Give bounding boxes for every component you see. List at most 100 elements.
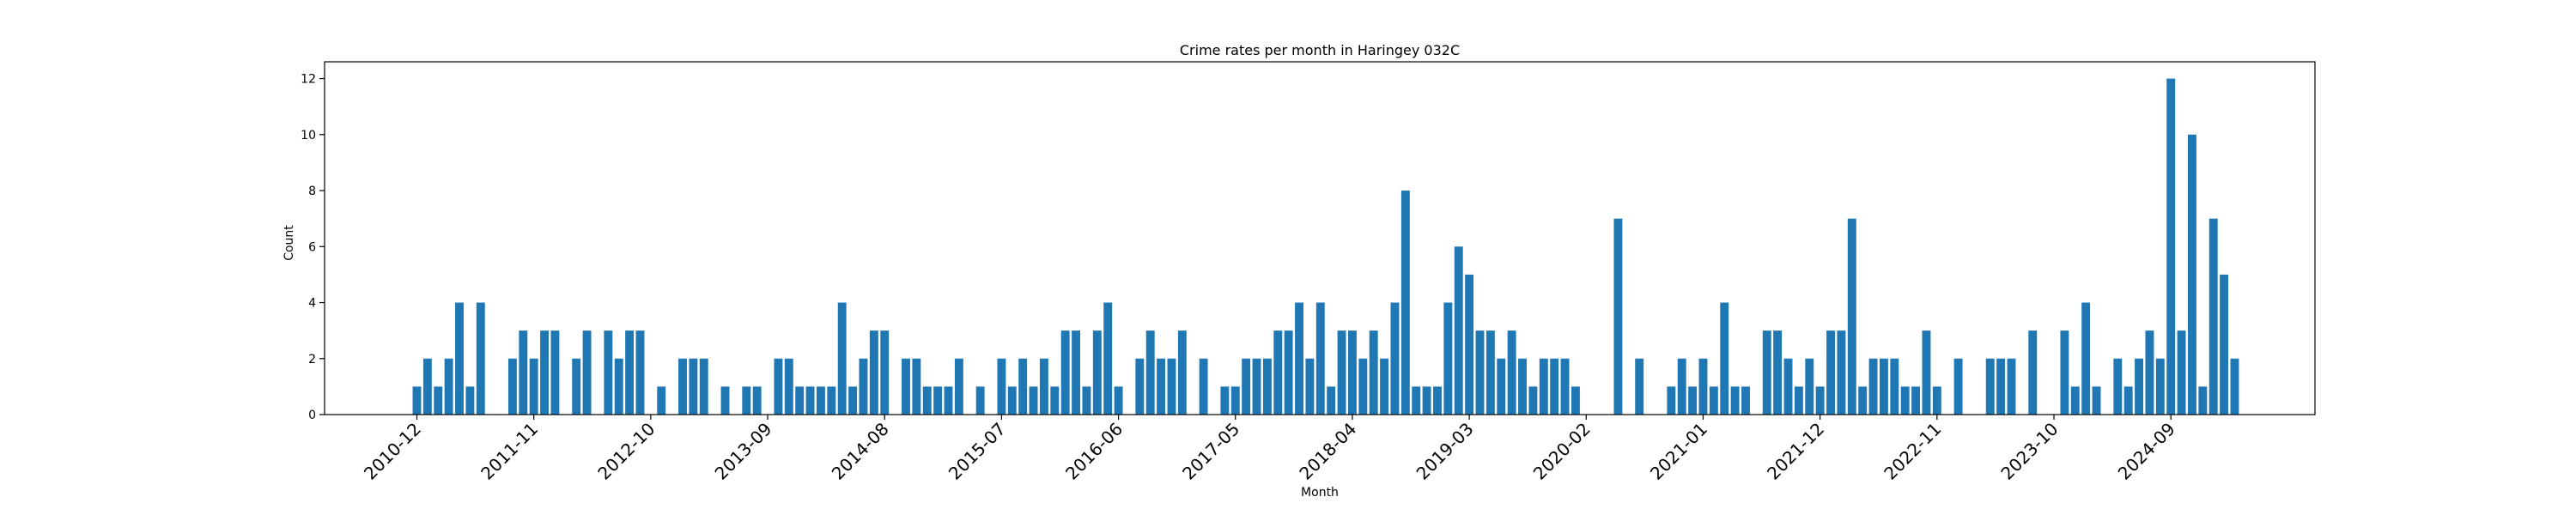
- bar: [2220, 274, 2229, 415]
- y-tick-label: 8: [308, 185, 316, 198]
- bar: [1380, 358, 1389, 415]
- bar: [1985, 358, 1995, 415]
- bar: [1050, 386, 1060, 415]
- bar: [752, 386, 762, 415]
- y-tick-label: 0: [308, 409, 316, 422]
- x-axis-label: Month: [1301, 486, 1339, 500]
- bar: [1794, 386, 1803, 415]
- bar: [1730, 386, 1740, 415]
- bar: [1922, 330, 1931, 415]
- bar: [519, 330, 528, 415]
- bar: [880, 330, 890, 415]
- bar: [1507, 330, 1516, 415]
- bar: [1167, 358, 1176, 415]
- bar: [859, 358, 868, 415]
- bar: [1327, 386, 1336, 415]
- y-axis: 0 2 4 6 8 10 12: [301, 73, 325, 422]
- bar: [1060, 330, 1070, 415]
- y-axis-label: Count: [283, 225, 296, 261]
- bar: [805, 386, 815, 415]
- bar: [1497, 358, 1506, 415]
- bar: [604, 330, 613, 415]
- bar: [1305, 358, 1315, 415]
- bar: [837, 302, 847, 415]
- bar: [1422, 386, 1431, 415]
- bar: [1518, 358, 1527, 415]
- bar: [1454, 246, 1463, 415]
- bar: [1199, 358, 1208, 415]
- bar: [1879, 358, 1888, 415]
- bar: [784, 358, 793, 415]
- bar: [412, 386, 422, 415]
- bar: [1412, 386, 1421, 415]
- bar: [795, 386, 805, 415]
- bar: [540, 330, 550, 415]
- bar: [1911, 386, 1921, 415]
- x-tick-label: 2018-04: [1295, 419, 1360, 484]
- bar: [954, 358, 963, 415]
- bar: [572, 358, 581, 415]
- bar: [1709, 386, 1718, 415]
- bar: [1337, 330, 1346, 415]
- bar: [2155, 358, 2165, 415]
- bar: [975, 386, 985, 415]
- bar: [2028, 330, 2038, 415]
- bar: [1635, 358, 1644, 415]
- bar: [933, 386, 943, 415]
- bar: [1741, 386, 1750, 415]
- bar: [1667, 386, 1676, 415]
- bar: [742, 386, 751, 415]
- bar: [816, 386, 825, 415]
- x-axis: 2010-12 2011-11 2012-10 2013-09 2014-08 2015-…: [360, 415, 2179, 484]
- x-tick-label: 2021-12: [1763, 419, 1828, 484]
- bar: [2123, 386, 2133, 415]
- bar: [2198, 386, 2208, 415]
- bar: [1677, 358, 1686, 415]
- x-tick-label: 2024-09: [2114, 419, 2179, 484]
- bar: [1858, 386, 1868, 415]
- bar: [1847, 218, 1856, 415]
- bar: [614, 358, 623, 415]
- bar: [1953, 358, 1963, 415]
- bar: [1900, 386, 1910, 415]
- bar: [1613, 218, 1623, 415]
- bar: [434, 386, 443, 415]
- bar: [1400, 191, 1410, 415]
- bar: [2188, 134, 2196, 415]
- bar: [1230, 386, 1240, 415]
- bar: [2166, 78, 2176, 415]
- bar: [2070, 386, 2080, 415]
- bar: [1868, 358, 1878, 415]
- bar: [1369, 330, 1378, 415]
- bar: [1698, 358, 1708, 415]
- bar: [2145, 330, 2154, 415]
- x-tick-label: 2010-12: [360, 419, 425, 484]
- bar: [1837, 330, 1846, 415]
- bar: [848, 386, 858, 415]
- bar: [2135, 358, 2144, 415]
- bar: [550, 330, 560, 415]
- plot-frame: [324, 61, 2316, 415]
- bar: [2081, 302, 2091, 415]
- bar: [2060, 330, 2069, 415]
- bar: [529, 358, 538, 415]
- bar: [720, 386, 730, 415]
- x-tick-label: 2014-08: [828, 419, 893, 484]
- bar: [1465, 274, 1474, 415]
- bar: [1145, 330, 1155, 415]
- bar: [1783, 358, 1793, 415]
- x-tick-label: 2013-09: [711, 419, 776, 484]
- bar: [1390, 302, 1400, 415]
- bar: [2113, 358, 2123, 415]
- bar: [1433, 386, 1442, 415]
- bar: [465, 386, 475, 415]
- bar: [1135, 358, 1145, 415]
- x-tick-label: 2016-06: [1061, 419, 1127, 484]
- bar: [1252, 358, 1261, 415]
- x-tick-label: 2012-10: [593, 419, 659, 484]
- bar: [1720, 302, 1729, 415]
- bar: [582, 330, 592, 415]
- bar: [1688, 386, 1698, 415]
- bar: [1485, 330, 1495, 415]
